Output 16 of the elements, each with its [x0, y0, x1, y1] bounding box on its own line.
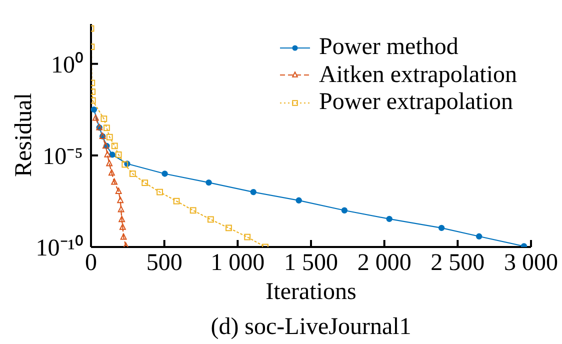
x-tick-label: 1 500: [284, 250, 338, 276]
legend-label: Power extrapolation: [319, 89, 513, 116]
x-tick-label: 0: [85, 250, 97, 276]
x-tick-label: 1 000: [210, 250, 265, 276]
legend-label: Aitken extrapolation: [319, 62, 517, 89]
x-axis-title: Iterations: [266, 279, 356, 305]
x-tick-label: 3 000: [504, 250, 558, 276]
y-tick-label: 10⁰: [51, 51, 83, 78]
y-tick-label: 10⁻⁵: [42, 144, 83, 170]
x-tick-label: 500: [146, 250, 182, 276]
y-tick-label: 10⁻¹⁰: [36, 234, 83, 262]
x-tick-label: 2 500: [430, 250, 485, 276]
y-axis-title: Residual: [11, 93, 37, 177]
x-tick-label: 2 000: [357, 250, 412, 276]
text: (d) soc-LiveJournal1: [210, 314, 412, 340]
legend-label: Power method: [319, 34, 458, 62]
